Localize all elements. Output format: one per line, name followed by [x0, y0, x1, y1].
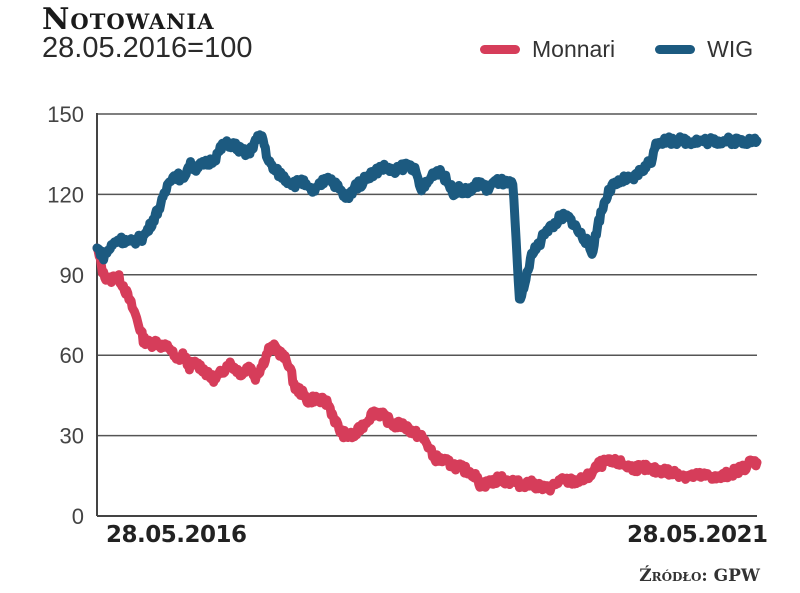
y-axis-ticks: 0 30 60 90 120 150 [47, 102, 84, 529]
series-line-wig [92, 130, 762, 304]
y-tick-label-30: 30 [60, 424, 84, 449]
chart-subtitle: 28.05.2016=100 [42, 32, 253, 64]
grid-lines [97, 113, 757, 517]
legend-swatch-wig [655, 45, 696, 54]
y-tick-label-90: 90 [60, 263, 84, 288]
legend-label-wig: WIG [707, 36, 754, 62]
y-tick-label-60: 60 [60, 343, 84, 368]
legend-label-monnari: Monnari [532, 36, 616, 62]
legend: Monnari WIG [480, 36, 793, 63]
chart-title: Notowania [42, 2, 215, 37]
legend-item-monnari: Monnari [480, 36, 615, 63]
legend-item-wig: WIG [655, 36, 753, 63]
y-tick-label-150: 150 [47, 102, 84, 127]
x-axis-end-label: 28.05.2021 [627, 522, 768, 548]
y-tick-label-120: 120 [47, 182, 84, 207]
x-axis-start-label: 28.05.2016 [106, 522, 247, 548]
legend-swatch-monnari [480, 45, 520, 54]
source-note: Źródło: GPW [639, 566, 760, 586]
series-line-monnari [92, 243, 762, 496]
y-tick-label-0: 0 [72, 504, 84, 529]
